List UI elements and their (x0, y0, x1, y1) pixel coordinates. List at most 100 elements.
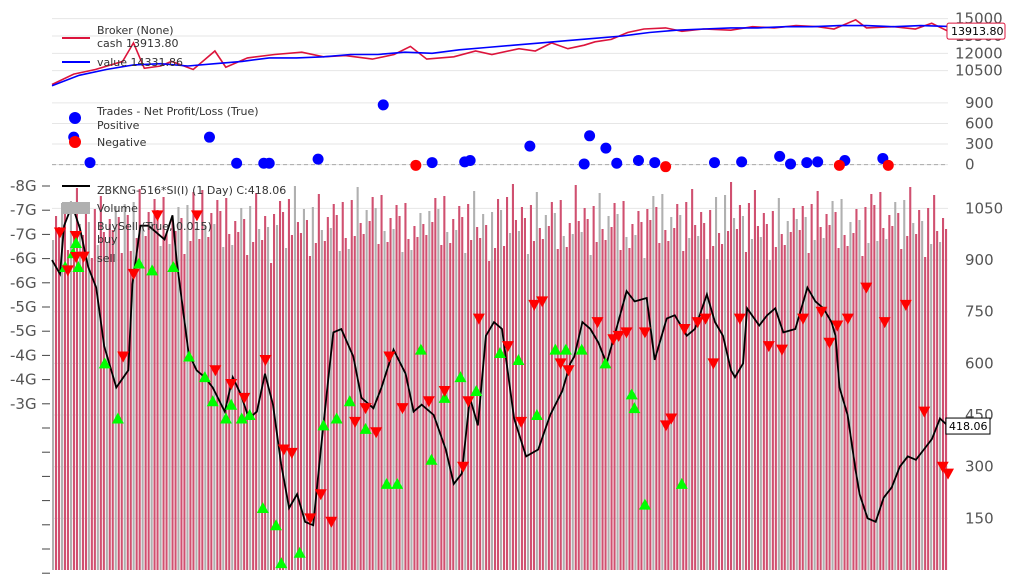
volume-bar (667, 241, 670, 570)
buy-marker (132, 257, 145, 269)
volume-bar (371, 197, 374, 570)
volume-bar (807, 253, 810, 570)
price-close-line (51, 202, 949, 527)
buy-marker (330, 412, 343, 424)
volume-bar (377, 244, 380, 570)
volume-bar (870, 194, 873, 570)
volume-bar (317, 194, 320, 570)
buy-marker (414, 343, 427, 355)
sell-marker (285, 447, 298, 459)
trade-negative-marker (410, 159, 422, 171)
legend-negative-label: Negative (97, 136, 147, 149)
sell-marker (699, 313, 712, 325)
volume-bar (658, 243, 661, 570)
volume-bar (308, 256, 311, 570)
sell-marker (660, 420, 673, 432)
volume-bar (338, 251, 341, 570)
volume-bar (825, 214, 828, 570)
volume-bar (506, 197, 509, 570)
volume-bar (724, 195, 727, 570)
volume-bar (210, 213, 213, 570)
sell-marker (591, 317, 604, 329)
volume-bar (834, 212, 837, 570)
volume-bar (679, 215, 682, 570)
volume-bar (583, 208, 586, 570)
volume-y-tick: -4G (10, 346, 37, 364)
volume-bar (153, 199, 156, 570)
volume-bar (159, 246, 162, 570)
volume-bar (320, 230, 323, 570)
volume-bar (837, 248, 840, 570)
buy-marker (317, 419, 330, 431)
volume-bar (939, 242, 942, 570)
volume-bar (299, 233, 302, 570)
volume-bar (664, 230, 667, 570)
sell-marker (457, 461, 470, 473)
trade-positive-marker (84, 157, 96, 169)
volume-bar (314, 243, 317, 570)
trade-positive-marker (263, 157, 275, 169)
sell-marker (225, 379, 238, 391)
buy-marker (293, 546, 306, 558)
volume-bar (138, 189, 141, 570)
sell-marker (528, 299, 541, 311)
volume-bar (685, 202, 688, 570)
volume-bar (840, 199, 843, 570)
volume-bar (276, 225, 279, 570)
volume-bar (706, 259, 709, 570)
volume-bar (455, 230, 458, 570)
trade-positive-marker (611, 157, 623, 169)
volume-bar (434, 198, 437, 570)
volume-bar (936, 231, 939, 570)
broker-y-tick: 10500 (955, 62, 1003, 80)
volume-bar (649, 220, 652, 570)
volume-bar (234, 221, 237, 570)
volume-bar (335, 215, 338, 570)
sell-marker (304, 513, 317, 525)
sell-marker (501, 341, 514, 353)
volume-bar (777, 198, 780, 570)
volume-bar (386, 242, 389, 570)
sell-marker (383, 351, 396, 363)
buy-marker (628, 402, 641, 414)
volume-bar (849, 222, 852, 570)
volume-bar (285, 248, 288, 570)
volume-bar (643, 258, 646, 570)
volume-bar (673, 228, 676, 570)
volume-bar (574, 185, 577, 570)
buy-marker (549, 343, 562, 355)
sell-marker (438, 385, 451, 397)
volume-bar (177, 207, 180, 570)
volume-bar (273, 214, 276, 570)
volume-bar (61, 203, 64, 570)
sell-marker (515, 416, 528, 428)
volume-bar (792, 208, 795, 570)
volume-bar (58, 227, 61, 570)
volume-bar (293, 186, 296, 570)
sell-marker (536, 296, 549, 308)
sell-marker (349, 416, 362, 428)
volume-bar (523, 218, 526, 570)
buy-marker (625, 388, 638, 400)
volume-bar (903, 200, 906, 570)
volume-bars (52, 182, 948, 570)
volume-bar (141, 225, 144, 570)
volume-bar (882, 228, 885, 570)
volume-bar (419, 213, 422, 570)
volume-bar (634, 235, 637, 570)
volume-y-tick: -5G (10, 322, 37, 340)
volume-bar (240, 208, 243, 570)
buy-marker (675, 477, 688, 489)
volume-bar (410, 250, 413, 570)
trades-y-tick: 600 (965, 114, 994, 132)
volume-bar (628, 248, 631, 570)
volume-bar (326, 217, 329, 570)
volume-bar (494, 248, 497, 570)
volume-bar (619, 250, 622, 570)
volume-bar (727, 231, 730, 570)
sell-marker (314, 489, 327, 501)
volume-bar (279, 201, 282, 570)
volume-bar (586, 219, 589, 570)
volume-bar (700, 212, 703, 570)
